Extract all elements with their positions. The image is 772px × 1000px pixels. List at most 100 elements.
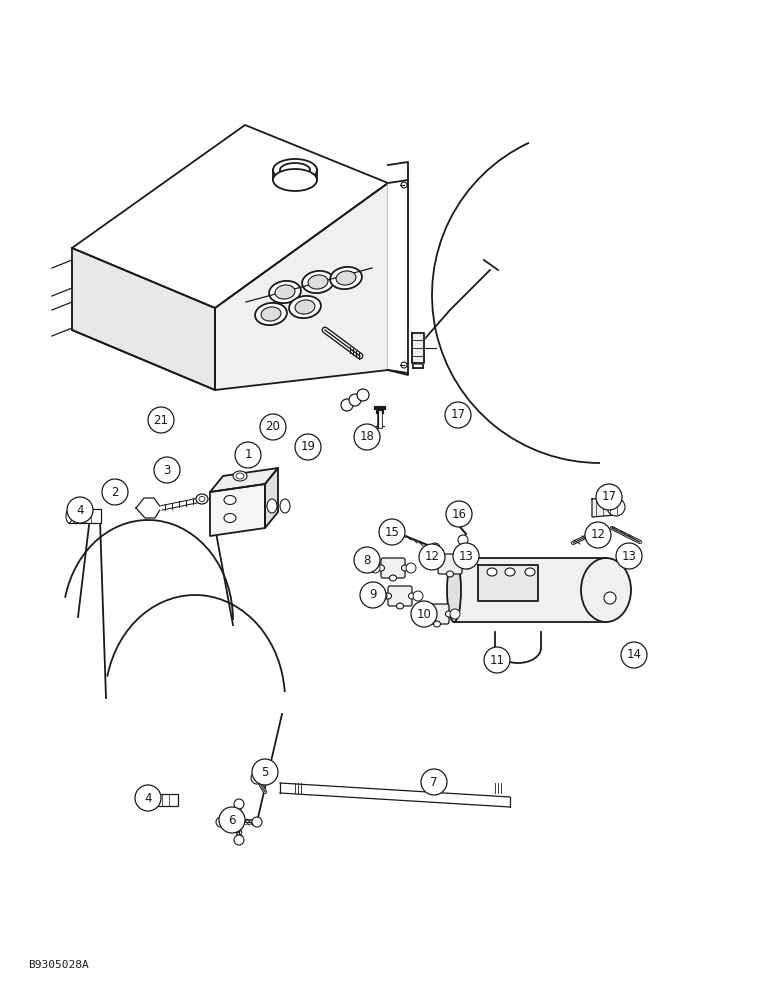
FancyBboxPatch shape: [388, 586, 412, 606]
Circle shape: [234, 799, 244, 809]
Polygon shape: [136, 498, 161, 518]
Circle shape: [219, 807, 245, 833]
FancyBboxPatch shape: [381, 558, 405, 578]
Circle shape: [445, 402, 471, 428]
Ellipse shape: [408, 593, 415, 599]
Polygon shape: [72, 248, 215, 390]
Text: 3: 3: [164, 464, 171, 477]
Ellipse shape: [261, 307, 281, 321]
Circle shape: [421, 769, 447, 795]
Text: 11: 11: [489, 654, 504, 666]
Text: 4: 4: [144, 792, 152, 804]
Polygon shape: [210, 468, 278, 492]
Ellipse shape: [224, 514, 236, 522]
Ellipse shape: [330, 267, 362, 289]
Polygon shape: [454, 558, 606, 622]
Circle shape: [349, 394, 361, 406]
Text: 12: 12: [591, 528, 605, 542]
Ellipse shape: [445, 611, 452, 617]
Polygon shape: [388, 162, 408, 375]
Ellipse shape: [233, 471, 247, 481]
Circle shape: [102, 479, 128, 505]
Text: 16: 16: [452, 508, 466, 520]
Circle shape: [484, 647, 510, 673]
Circle shape: [446, 501, 472, 527]
Ellipse shape: [446, 571, 453, 577]
Circle shape: [360, 582, 386, 608]
Text: 10: 10: [417, 607, 432, 620]
Circle shape: [616, 543, 642, 569]
Circle shape: [450, 609, 460, 619]
Text: 17: 17: [451, 408, 466, 422]
Circle shape: [596, 484, 622, 510]
Circle shape: [406, 563, 416, 573]
Ellipse shape: [434, 621, 441, 627]
Text: 7: 7: [430, 776, 438, 788]
Circle shape: [295, 434, 321, 460]
Circle shape: [251, 772, 263, 784]
Ellipse shape: [269, 281, 301, 303]
Text: 13: 13: [459, 550, 473, 562]
Text: 13: 13: [621, 550, 636, 562]
Ellipse shape: [604, 592, 616, 604]
Circle shape: [379, 519, 405, 545]
Circle shape: [450, 516, 460, 526]
Circle shape: [67, 497, 93, 523]
Ellipse shape: [66, 509, 72, 523]
Ellipse shape: [224, 495, 236, 504]
Text: 1: 1: [244, 448, 252, 462]
Text: 2: 2: [111, 486, 119, 498]
Text: 20: 20: [266, 420, 280, 434]
Circle shape: [590, 524, 604, 538]
Circle shape: [463, 559, 473, 569]
Ellipse shape: [581, 558, 631, 622]
Circle shape: [260, 414, 286, 440]
Circle shape: [621, 642, 647, 668]
Ellipse shape: [289, 296, 321, 318]
Polygon shape: [265, 468, 278, 528]
Circle shape: [370, 563, 380, 573]
Circle shape: [234, 835, 244, 845]
Ellipse shape: [435, 561, 442, 567]
Circle shape: [154, 457, 180, 483]
Text: 18: 18: [360, 430, 374, 444]
Ellipse shape: [384, 593, 391, 599]
Text: 15: 15: [384, 526, 399, 538]
FancyBboxPatch shape: [425, 604, 449, 624]
Circle shape: [430, 543, 440, 553]
Ellipse shape: [390, 575, 397, 581]
Ellipse shape: [525, 568, 535, 576]
Polygon shape: [412, 333, 424, 363]
FancyBboxPatch shape: [438, 554, 462, 574]
Polygon shape: [72, 125, 388, 308]
Text: 9: 9: [369, 588, 377, 601]
Circle shape: [411, 601, 437, 627]
Polygon shape: [215, 183, 388, 390]
Circle shape: [419, 544, 445, 570]
Circle shape: [585, 522, 611, 548]
Text: 14: 14: [627, 648, 642, 662]
Ellipse shape: [255, 303, 287, 325]
Ellipse shape: [295, 300, 315, 314]
Polygon shape: [210, 484, 265, 536]
Circle shape: [357, 389, 369, 401]
Polygon shape: [69, 509, 101, 523]
Circle shape: [235, 442, 261, 468]
Ellipse shape: [336, 271, 356, 285]
Ellipse shape: [275, 285, 295, 299]
Ellipse shape: [397, 603, 404, 609]
Ellipse shape: [505, 568, 515, 576]
Ellipse shape: [401, 565, 408, 571]
Circle shape: [607, 498, 625, 516]
Circle shape: [414, 609, 424, 619]
Circle shape: [252, 759, 278, 785]
Circle shape: [341, 399, 353, 411]
Ellipse shape: [147, 794, 153, 806]
Circle shape: [458, 535, 468, 545]
Circle shape: [135, 785, 161, 811]
Circle shape: [354, 424, 380, 450]
Circle shape: [354, 547, 380, 573]
Circle shape: [216, 817, 226, 827]
Text: 6: 6: [229, 814, 235, 826]
Ellipse shape: [267, 499, 277, 513]
